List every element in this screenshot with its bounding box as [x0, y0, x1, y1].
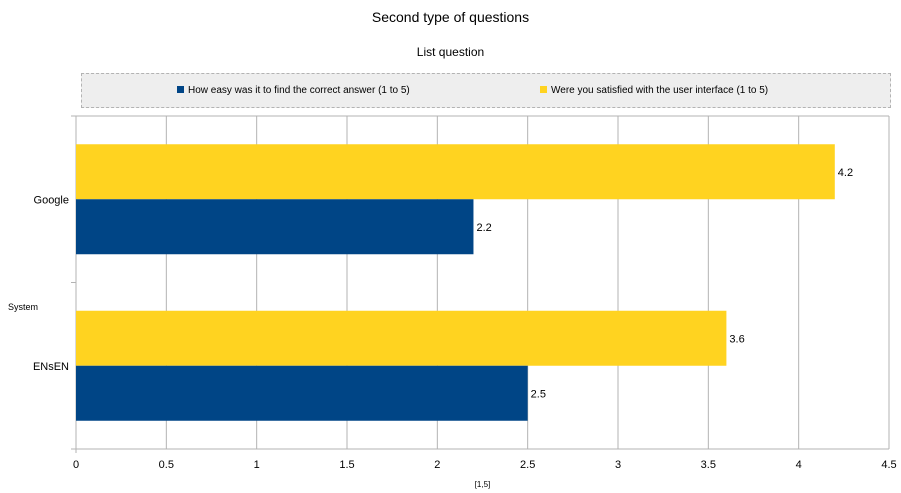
x-tick-label: 4 [796, 459, 802, 471]
x-tick-label: 1 [254, 459, 260, 471]
x-tick-label: 0.5 [159, 459, 174, 471]
bars [76, 144, 835, 421]
data-label: 2.5 [531, 388, 546, 400]
x-axis-title: [1,5] [475, 480, 491, 489]
x-tick-label: 0 [73, 459, 79, 471]
chart-labels: 0 0.5 1 1.5 2 2.5 3 3.5 4 4.5 Google 4.2 2.2 ENsEN 3.6… [8, 167, 897, 489]
data-label: 3.6 [729, 333, 744, 345]
bar [76, 144, 835, 200]
category-label: ENsEN [33, 361, 69, 373]
legend-swatch-satisfaction [540, 86, 547, 93]
bar [76, 310, 727, 366]
data-label: 2.2 [476, 222, 491, 234]
x-tick-label: 3.5 [701, 459, 716, 471]
legend-label-satisfaction: Were you satisfied with the user interfa… [551, 85, 769, 96]
legend-item-satisfaction: Were you satisfied with the user interfa… [540, 85, 768, 96]
x-tick-label: 2 [434, 459, 440, 471]
bar [76, 365, 528, 421]
legend-swatch-ease [177, 86, 184, 93]
chart-subtitle: List question [416, 45, 485, 59]
y-axis-title: System [8, 302, 38, 312]
chart-legend: How easy was it to find the correct answ… [81, 73, 891, 108]
legend-item-ease: How easy was it to find the correct answ… [177, 85, 410, 96]
chart-title: Second type of questions [371, 9, 530, 25]
x-tick-label: 4.5 [881, 459, 896, 471]
data-label: 4.2 [838, 167, 853, 179]
axes [71, 115, 77, 453]
bar [76, 199, 474, 255]
legend-label-ease: How easy was it to find the correct answ… [188, 85, 410, 96]
x-tick-label: 2.5 [520, 459, 535, 471]
category-label: Google [34, 194, 69, 206]
x-tick-label: 1.5 [339, 459, 354, 471]
x-tick-label: 3 [615, 459, 621, 471]
